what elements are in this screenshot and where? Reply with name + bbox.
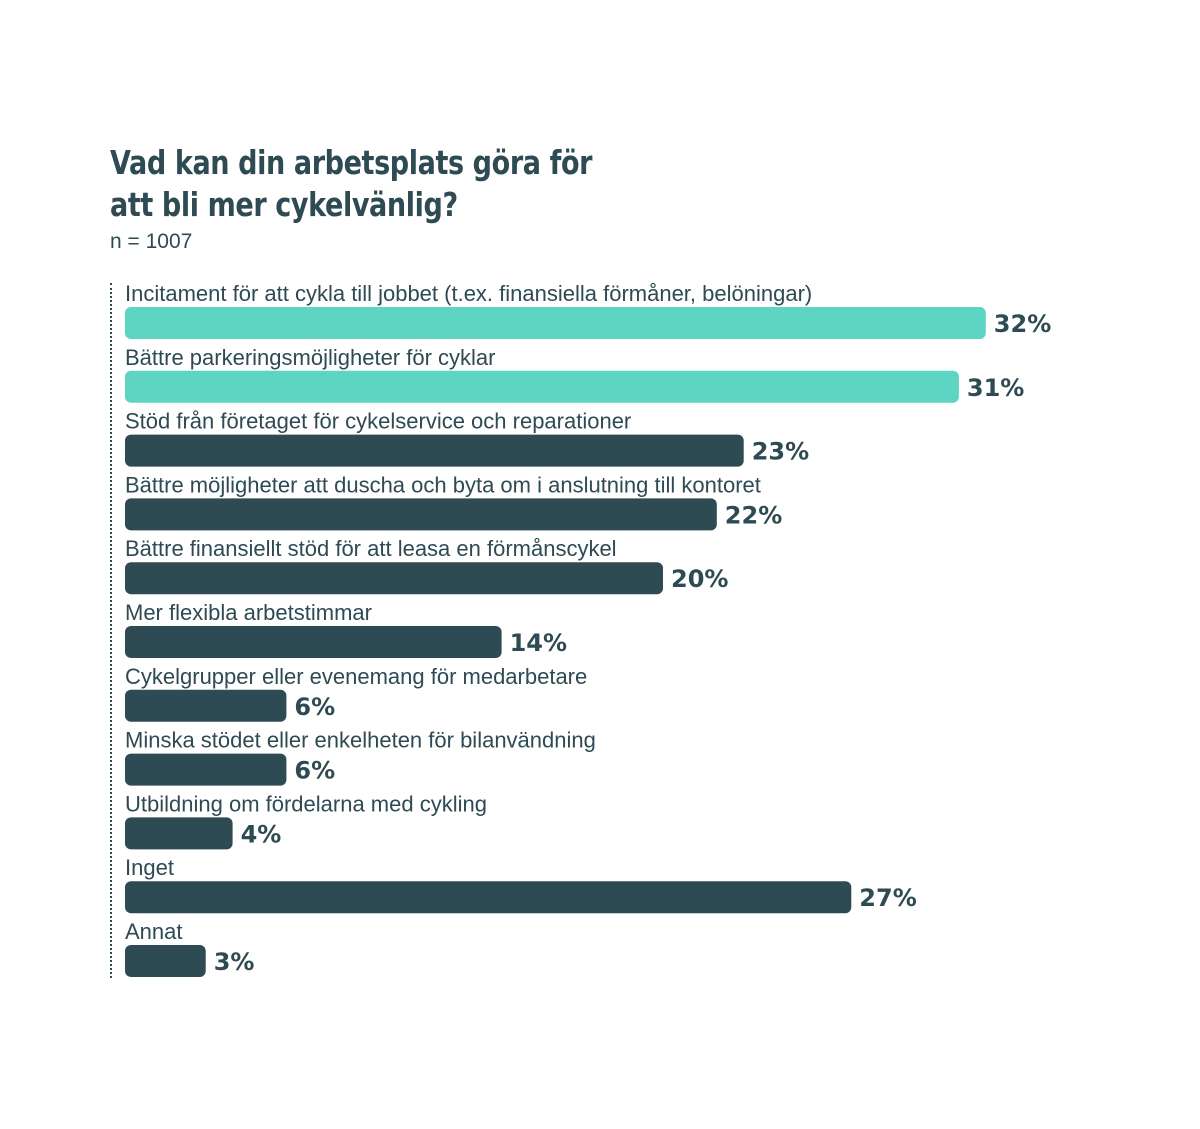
value-label: 22% xyxy=(725,501,782,529)
bar xyxy=(125,689,287,722)
category-label: Cykelgrupper eller evenemang för medarbe… xyxy=(125,664,587,689)
category-label: Incitament för att cykla till jobbet (t.… xyxy=(125,281,812,306)
bar xyxy=(125,945,206,977)
category-label: Bättre möjligheter att duscha och byta o… xyxy=(125,472,761,497)
baseline-dotted-axis xyxy=(110,283,112,978)
value-label: 20% xyxy=(671,565,728,593)
category-label: Minska stödet eller enkelheten för bilan… xyxy=(125,728,596,753)
value-label: 31% xyxy=(967,374,1024,402)
value-label: 32% xyxy=(994,310,1051,338)
bar xyxy=(125,562,663,595)
value-label: 14% xyxy=(510,629,567,657)
value-label: 4% xyxy=(241,820,282,848)
category-label: Mer flexibla arbetstimmar xyxy=(125,600,372,625)
bar xyxy=(125,498,717,531)
category-label: Annat xyxy=(125,919,183,944)
value-label: 27% xyxy=(859,884,916,912)
value-label: 6% xyxy=(294,693,335,721)
category-label: Bättre parkeringsmöjligheter för cyklar xyxy=(125,345,495,370)
bar xyxy=(125,434,744,467)
category-label: Stöd från företaget för cykelservice och… xyxy=(125,409,631,434)
bar xyxy=(125,753,287,786)
category-label: Bättre finansiellt stöd för att leasa en… xyxy=(125,536,617,561)
bar xyxy=(125,307,986,339)
value-label: 6% xyxy=(294,757,335,785)
category-label: Utbildning om fördelarna med cykling xyxy=(125,791,487,816)
bar xyxy=(125,626,502,658)
chart-subtitle: n = 1007 xyxy=(110,230,193,253)
value-label: 23% xyxy=(752,438,809,466)
category-label: Inget xyxy=(125,855,174,880)
bar xyxy=(125,881,852,914)
bar xyxy=(125,370,959,403)
bar xyxy=(125,817,233,850)
chart-title: Vad kan din arbetsplats göra för att bli… xyxy=(110,143,593,224)
value-label: 3% xyxy=(214,948,255,976)
